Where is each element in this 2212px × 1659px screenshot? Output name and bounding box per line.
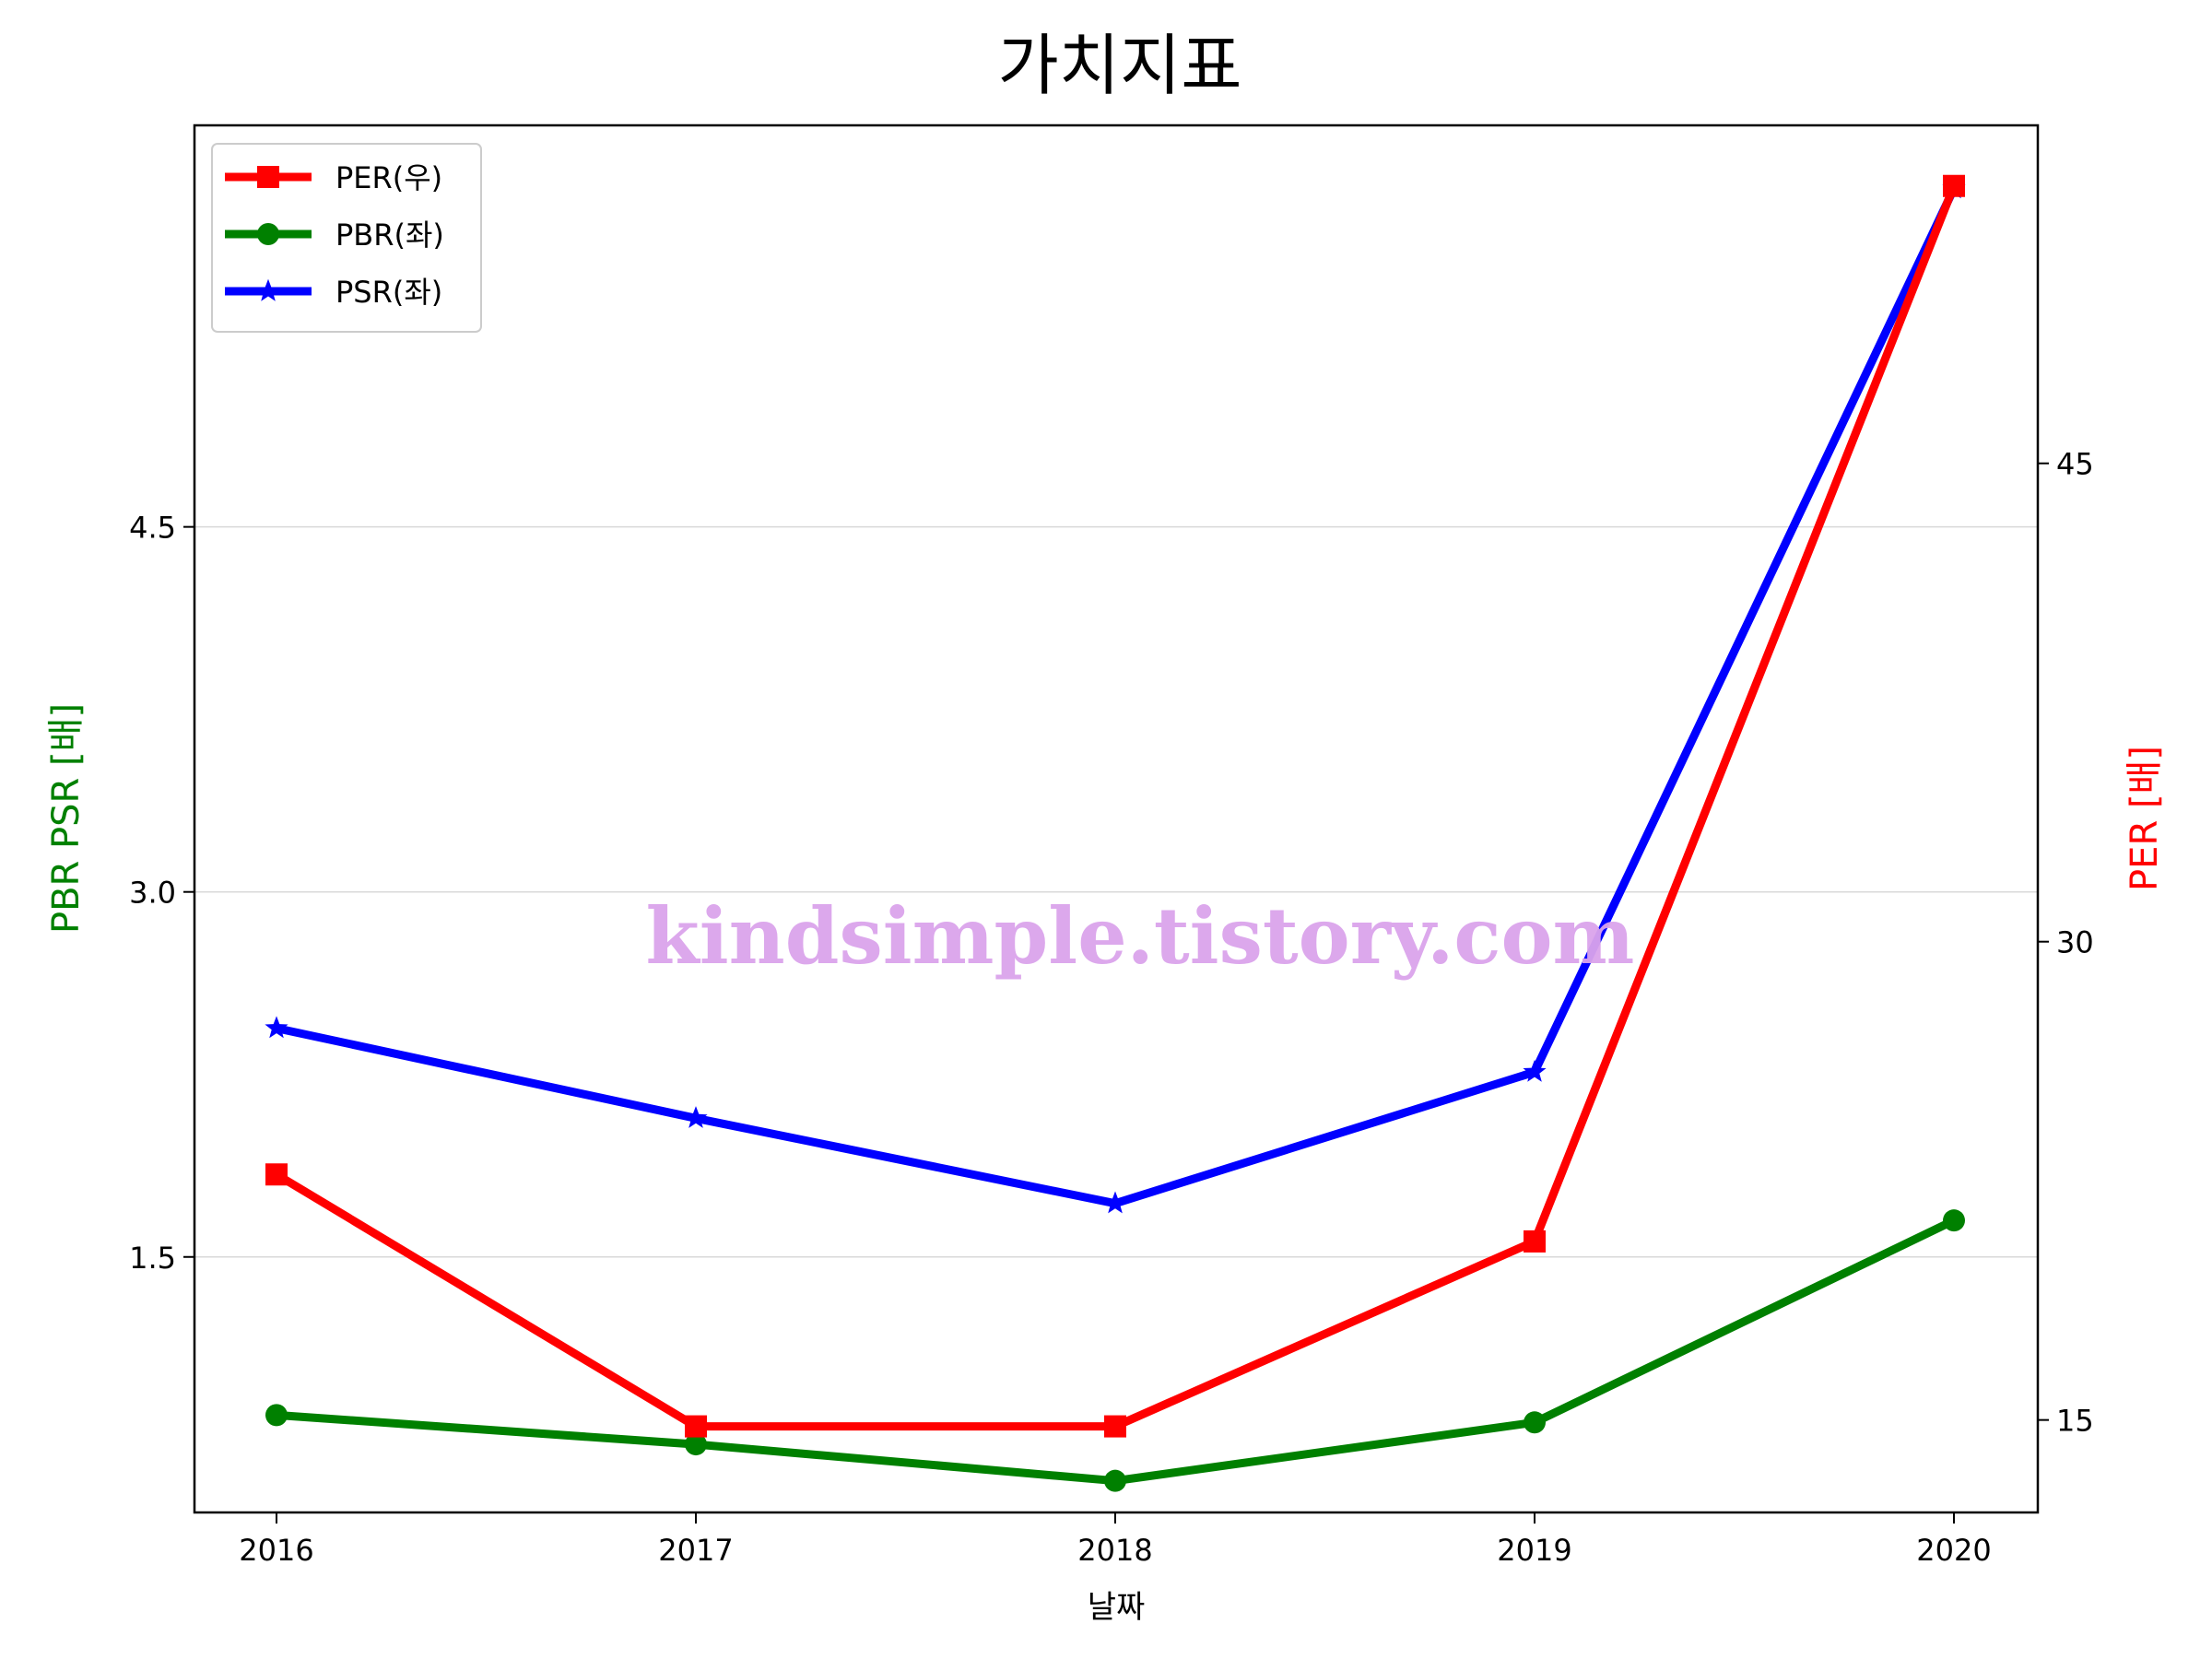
data-point-pbr xyxy=(1104,1469,1126,1492)
legend-item-per: PER(우) xyxy=(225,160,442,195)
legend-item-psr: PSR(좌) xyxy=(225,275,442,310)
chart-title: 가치지표 xyxy=(998,27,1242,104)
data-point-per xyxy=(265,1163,288,1186)
x-tick-label: 2017 xyxy=(658,1533,733,1568)
x-tick-label: 2020 xyxy=(1916,1533,1991,1568)
data-point-psr xyxy=(1523,1059,1547,1082)
left-axis-label: PBR PSR [배] xyxy=(45,703,88,934)
data-point-per xyxy=(1524,1230,1546,1253)
data-point-psr xyxy=(1103,1191,1127,1214)
right-tick-label: 15 xyxy=(2056,1404,2094,1439)
data-point-pbr xyxy=(1524,1411,1546,1434)
data-point-per xyxy=(685,1415,707,1438)
data-point-per xyxy=(1104,1415,1126,1438)
left-tick-label: 1.5 xyxy=(129,1241,176,1276)
left-tick-label: 3.0 xyxy=(129,876,176,911)
x-tick-label: 2016 xyxy=(239,1533,313,1568)
data-point-psr xyxy=(265,1016,288,1039)
x-axis-ticks: 2016 2017 2018 2019 2020 xyxy=(239,1512,1992,1568)
data-point-pbr xyxy=(1943,1209,1965,1232)
legend: PER(우) PBR(좌) PSR(좌) xyxy=(211,143,482,333)
series-per xyxy=(265,174,1965,1438)
series-pbr xyxy=(265,1209,1965,1492)
grid xyxy=(194,525,2038,1258)
watermark: kindsimple.tistory.com xyxy=(646,890,1635,982)
legend-item-pbr: PBR(좌) xyxy=(225,218,444,253)
data-point-per xyxy=(1943,174,1965,197)
right-axis-label: PER [배] xyxy=(2124,746,2166,891)
right-tick-label: 45 xyxy=(2056,447,2094,482)
left-axis-ticks: 1.5 3.0 4.5 xyxy=(129,511,194,1276)
legend-label: PBR(좌) xyxy=(335,218,444,253)
x-tick-label: 2018 xyxy=(1077,1533,1152,1568)
data-point-pbr xyxy=(265,1404,288,1427)
series-layer xyxy=(265,174,1966,1492)
legend-swatch-marker xyxy=(257,223,279,245)
right-tick-label: 30 xyxy=(2056,925,2094,960)
data-point-psr xyxy=(684,1106,708,1128)
x-axis-label: 날짜 xyxy=(1088,1589,1146,1626)
legend-label: PER(우) xyxy=(335,160,442,195)
legend-swatch-marker xyxy=(257,166,279,188)
legend-box xyxy=(211,143,482,333)
legend-swatch-marker xyxy=(256,278,280,301)
plot-frame xyxy=(193,124,2040,1514)
legend-label: PSR(좌) xyxy=(335,275,442,310)
right-axis-ticks: 15 30 45 xyxy=(2038,447,2094,1439)
data-point-pbr xyxy=(685,1433,707,1456)
left-tick-label: 4.5 xyxy=(129,511,176,546)
x-tick-label: 2019 xyxy=(1497,1533,1571,1568)
